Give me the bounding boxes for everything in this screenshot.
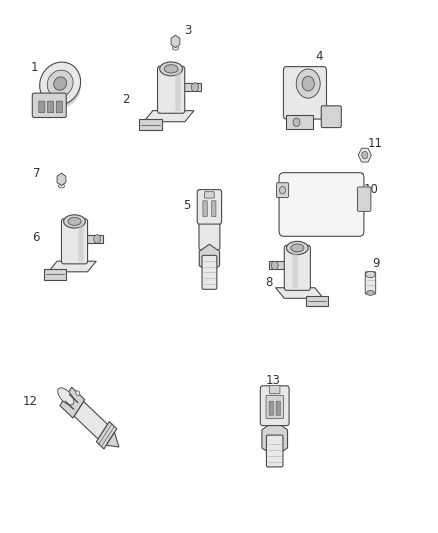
Ellipse shape [367,290,374,295]
FancyBboxPatch shape [365,272,376,294]
Polygon shape [96,422,117,449]
FancyBboxPatch shape [269,385,280,394]
FancyBboxPatch shape [266,395,283,419]
Polygon shape [144,111,194,122]
Ellipse shape [172,46,179,50]
Polygon shape [358,148,371,162]
Text: 8: 8 [265,276,273,289]
Circle shape [293,118,300,126]
FancyBboxPatch shape [269,401,273,416]
Polygon shape [359,173,363,231]
Ellipse shape [164,64,178,73]
FancyBboxPatch shape [32,93,66,117]
FancyBboxPatch shape [293,247,298,288]
Ellipse shape [54,77,67,90]
Ellipse shape [47,70,73,97]
FancyBboxPatch shape [61,219,88,264]
Polygon shape [262,421,287,457]
FancyBboxPatch shape [283,67,326,119]
Circle shape [279,187,286,194]
FancyBboxPatch shape [357,187,371,212]
Ellipse shape [40,62,81,105]
FancyBboxPatch shape [205,192,214,198]
Text: 3: 3 [184,23,191,37]
Ellipse shape [366,271,375,278]
Text: 7: 7 [33,167,41,180]
Polygon shape [171,35,180,47]
Text: 4: 4 [315,50,323,63]
Polygon shape [199,244,219,273]
FancyBboxPatch shape [212,201,216,216]
Ellipse shape [302,76,314,91]
Polygon shape [139,119,162,130]
Polygon shape [306,296,328,306]
FancyBboxPatch shape [56,101,62,113]
FancyBboxPatch shape [260,386,289,425]
Text: 11: 11 [367,137,382,150]
Polygon shape [85,235,103,243]
FancyBboxPatch shape [284,245,311,290]
Polygon shape [283,225,363,231]
Ellipse shape [58,184,64,188]
Polygon shape [48,261,96,272]
Text: 6: 6 [32,231,40,244]
Text: 9: 9 [372,257,379,270]
Polygon shape [286,115,313,128]
Polygon shape [276,288,323,298]
Polygon shape [74,401,108,439]
FancyBboxPatch shape [175,68,181,111]
Ellipse shape [76,391,80,395]
FancyBboxPatch shape [279,173,364,236]
Ellipse shape [58,388,74,405]
FancyBboxPatch shape [266,435,283,467]
Polygon shape [106,432,119,447]
FancyBboxPatch shape [39,101,45,113]
Circle shape [94,235,101,243]
Ellipse shape [68,217,81,225]
FancyBboxPatch shape [321,106,341,127]
Text: 10: 10 [364,183,379,196]
Ellipse shape [160,62,183,76]
Text: 2: 2 [122,93,129,106]
Polygon shape [183,83,201,91]
FancyBboxPatch shape [202,255,217,289]
Ellipse shape [286,241,308,255]
FancyBboxPatch shape [47,101,53,113]
FancyBboxPatch shape [276,183,289,198]
FancyBboxPatch shape [197,190,222,224]
Circle shape [362,151,368,159]
FancyBboxPatch shape [158,66,185,114]
Text: 13: 13 [266,374,281,387]
Text: 12: 12 [22,395,37,408]
Polygon shape [60,387,85,418]
Polygon shape [57,173,66,185]
Circle shape [191,83,198,92]
Ellipse shape [64,215,85,228]
FancyBboxPatch shape [276,401,280,416]
FancyBboxPatch shape [199,216,220,250]
FancyBboxPatch shape [203,201,207,216]
Circle shape [271,261,278,270]
FancyBboxPatch shape [78,221,84,262]
Text: 5: 5 [183,199,190,212]
Text: 1: 1 [30,61,38,74]
Ellipse shape [44,70,81,108]
Polygon shape [269,261,286,269]
Polygon shape [44,269,66,280]
Ellipse shape [296,69,320,98]
Ellipse shape [291,244,304,252]
